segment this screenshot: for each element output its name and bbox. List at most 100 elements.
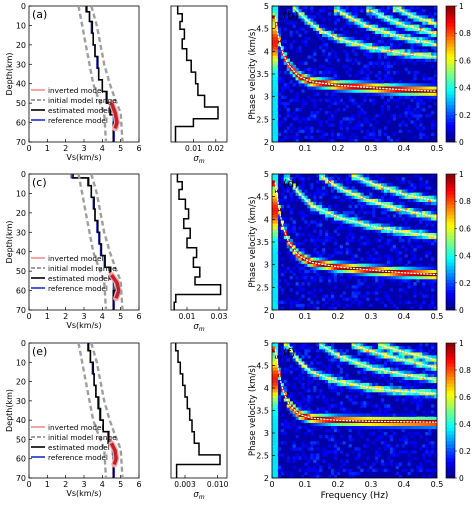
heatmap-cell bbox=[404, 263, 408, 267]
heatmap-cell bbox=[354, 272, 358, 277]
heatmap-cell bbox=[413, 349, 417, 353]
heatmap-cell bbox=[378, 376, 382, 381]
heatmap-cell bbox=[395, 395, 399, 399]
heatmap-cell bbox=[395, 276, 399, 280]
heatmap-cell bbox=[360, 46, 364, 50]
heatmap-cell bbox=[348, 58, 352, 62]
heatmap-cell bbox=[348, 438, 352, 442]
heatmap-cell bbox=[351, 132, 355, 137]
heatmap-cell bbox=[351, 217, 355, 221]
heatmap-cell bbox=[272, 223, 276, 227]
panel-label: (d) bbox=[283, 177, 299, 190]
heatmap-cell bbox=[330, 269, 335, 274]
heatmap-cell bbox=[319, 389, 323, 393]
heatmap-cell bbox=[389, 77, 394, 81]
heatmap-cell bbox=[348, 177, 352, 181]
heatmap-cell bbox=[378, 195, 382, 199]
heatmap-cell bbox=[322, 33, 326, 38]
heatmap-cell bbox=[345, 58, 349, 62]
colorbar-segment bbox=[446, 430, 455, 435]
heatmap-cell bbox=[422, 364, 426, 368]
heatmap-cell bbox=[381, 389, 385, 393]
heatmap-cell bbox=[336, 108, 340, 112]
x-tick-label: 6 bbox=[136, 312, 141, 321]
heatmap-cell bbox=[386, 201, 391, 206]
heatmap-cell bbox=[274, 177, 279, 181]
heatmap-cell bbox=[286, 343, 290, 347]
heatmap-cell bbox=[425, 367, 429, 371]
heatmap-cell bbox=[301, 89, 305, 93]
heatmap-cell bbox=[339, 9, 343, 13]
heatmap-cell bbox=[398, 238, 402, 243]
heatmap-cell bbox=[369, 364, 373, 368]
heatmap-cell bbox=[298, 306, 302, 311]
heatmap-cell bbox=[392, 269, 396, 274]
heatmap-cell bbox=[283, 101, 287, 106]
heatmap-cell bbox=[283, 398, 287, 402]
x-tick-label: 5 bbox=[118, 312, 123, 321]
heatmap-cell bbox=[375, 174, 379, 178]
heatmap-cell bbox=[410, 257, 414, 261]
heatmap-cell bbox=[410, 392, 414, 396]
heatmap-cell bbox=[401, 55, 405, 59]
heatmap-cell bbox=[401, 83, 405, 87]
heatmap-cell bbox=[425, 201, 429, 206]
sigma-axis-label: σm bbox=[193, 490, 204, 501]
heatmap-cell bbox=[395, 24, 399, 28]
heatmap-cell bbox=[307, 364, 311, 368]
heatmap-cell bbox=[274, 431, 279, 436]
heatmap-cell bbox=[360, 83, 364, 87]
heatmap-cell bbox=[413, 248, 417, 252]
heatmap-cell bbox=[274, 257, 279, 261]
heatmap-cell bbox=[289, 346, 293, 350]
heatmap-cell bbox=[310, 453, 314, 457]
heatmap-cell bbox=[342, 291, 346, 295]
heatmap-cell bbox=[366, 36, 370, 41]
heatmap-cell bbox=[398, 55, 402, 59]
heatmap-cell bbox=[383, 208, 388, 212]
heatmap-cell bbox=[381, 459, 385, 463]
heatmap-cell bbox=[301, 74, 305, 78]
heatmap-cell bbox=[319, 177, 323, 181]
heatmap-cell bbox=[280, 263, 284, 267]
heatmap-cell bbox=[333, 15, 338, 19]
heatmap-cell bbox=[419, 214, 423, 218]
heatmap-cell bbox=[431, 201, 435, 206]
legend-label: initial model range bbox=[48, 264, 117, 273]
heatmap-cell bbox=[407, 21, 411, 25]
heatmap-cell bbox=[389, 40, 394, 44]
heatmap-cell bbox=[345, 269, 349, 274]
heatmap-cell bbox=[363, 120, 367, 124]
heatmap-cell bbox=[313, 422, 317, 427]
heatmap-cell bbox=[395, 192, 399, 196]
heatmap-cell bbox=[348, 471, 352, 476]
heatmap-cell bbox=[295, 456, 299, 460]
heatmap-cell bbox=[378, 349, 382, 353]
heatmap-cell bbox=[342, 198, 346, 203]
heatmap-cell bbox=[372, 204, 376, 209]
heatmap-cell bbox=[407, 89, 411, 93]
heatmap-cell bbox=[369, 89, 373, 93]
heatmap-cell bbox=[316, 92, 320, 96]
heatmap-cell bbox=[283, 385, 287, 390]
heatmap-cell bbox=[354, 401, 358, 405]
heatmap-cell bbox=[274, 18, 279, 22]
heatmap-cell bbox=[280, 55, 284, 59]
heatmap-cell bbox=[319, 343, 323, 347]
heatmap-cell bbox=[348, 223, 352, 227]
heatmap-cell bbox=[345, 211, 349, 215]
heatmap-cell bbox=[434, 419, 438, 423]
heatmap-cell bbox=[274, 201, 279, 206]
heatmap-cell bbox=[369, 6, 373, 10]
heatmap-cell bbox=[401, 392, 405, 396]
heatmap-cell bbox=[274, 30, 279, 35]
heatmap-cell bbox=[301, 398, 305, 402]
heatmap-cell bbox=[425, 220, 429, 224]
heatmap-cell bbox=[413, 6, 417, 10]
mode-0-curve bbox=[274, 16, 438, 92]
colorbar-segment bbox=[446, 289, 455, 294]
heatmap-cell bbox=[413, 114, 417, 118]
heatmap-cell bbox=[389, 370, 394, 374]
heatmap-cell bbox=[333, 111, 338, 115]
